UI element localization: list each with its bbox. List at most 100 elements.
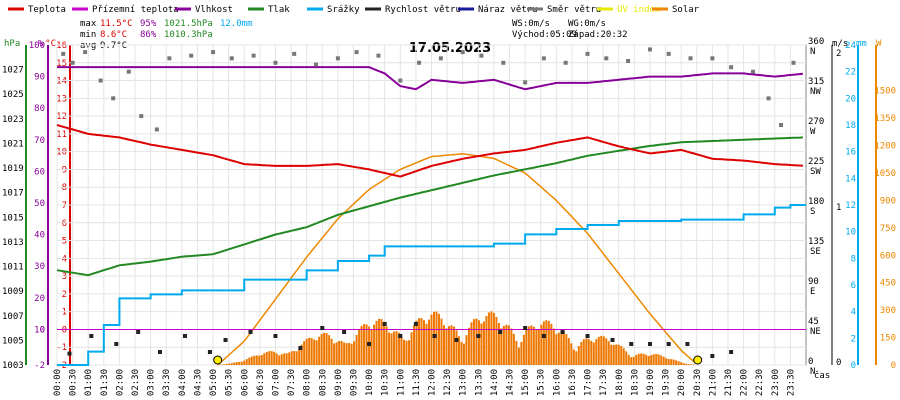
wind-dir-point-34 (710, 56, 715, 61)
axis-unit-2: °C (45, 39, 56, 49)
x-tick-0: 00:00 (53, 369, 63, 396)
wind-dir-point-38 (779, 123, 784, 127)
sun-marker-1 (693, 355, 703, 365)
wind-dir-point-5 (126, 69, 131, 74)
legend: Teplota Přízemní teplota Vlhkost Tlak Srážky… (8, 5, 700, 15)
pressure-tick-12: 1027 (2, 66, 24, 76)
wind-speed-point-20 (498, 330, 503, 334)
x-tick-4: 02:00 (115, 369, 125, 396)
stats-min-hum: 86% (140, 30, 157, 40)
x-tick-1: 00:30 (69, 369, 79, 396)
wind-dir-point-28 (585, 51, 590, 56)
x-tick-31: 15:30 (537, 369, 547, 396)
info-sunrise: Východ:05:09 (512, 30, 577, 40)
wind-speed-point-27 (647, 342, 652, 346)
solar-tick-2: 300 (880, 306, 896, 316)
wind-speed-point-31 (729, 350, 734, 354)
legend-label-6: Náraz větru (478, 5, 538, 15)
x-tick-9: 04:30 (193, 369, 203, 396)
wind-speed-point-24 (585, 334, 590, 338)
x-tick-45: 22:30 (755, 369, 765, 396)
wind-dir-point-29 (604, 56, 609, 61)
temp-tick-6: 4 (62, 254, 67, 264)
humidity-tick-8: 70 (34, 136, 45, 146)
solar-tick-4: 600 (880, 251, 896, 261)
legend-label-2: Vlhkost (195, 5, 233, 15)
pressure-tick-7: 1017 (2, 189, 24, 199)
windspeed-tick-0: 0 (836, 358, 841, 368)
pressure-tick-8: 1019 (2, 164, 24, 174)
x-tick-16: 08:00 (303, 369, 313, 396)
windspeed-tick-1: 1 (836, 203, 841, 213)
wind-dir-point-4 (111, 96, 116, 101)
solar-tick-5: 750 (880, 224, 896, 234)
x-tick-8: 04:00 (178, 369, 188, 396)
axis-unit-1: % (38, 39, 44, 49)
humidity-tick-1: 0 (40, 325, 45, 335)
x-tick-18: 09:00 (334, 369, 344, 396)
x-tick-10: 05:00 (209, 369, 219, 396)
humidity-tick-6: 50 (34, 199, 45, 209)
legend-label-0: Teplota (28, 5, 66, 15)
solar-tick-3: 450 (880, 279, 896, 289)
x-tick-20: 10:00 (365, 369, 375, 396)
wind-dir-point-35 (729, 65, 734, 70)
wind-dir-point-25 (523, 80, 528, 85)
wind-speed-point-26 (629, 342, 634, 346)
info-wg: WG:0m/s (568, 19, 606, 29)
wind-dir-point-9 (189, 53, 194, 58)
rain-tick-6: 12 (845, 201, 856, 211)
wind-speed-point-19 (476, 334, 481, 338)
wind-dir-point-14 (292, 51, 297, 56)
wind-dir-point-8 (167, 56, 172, 61)
wind-dir-point-12 (251, 53, 256, 58)
x-tick-37: 18:30 (630, 369, 640, 396)
wind-dir-point-32 (666, 51, 671, 56)
wind-dir-point-20 (417, 60, 422, 65)
wind-speed-point-29 (685, 342, 690, 346)
rain-tick-11: 22 (845, 68, 856, 78)
winddir-tick-2: 90 (808, 277, 819, 287)
temperature-line (56, 124, 803, 178)
wind-dir-point-21 (438, 56, 443, 61)
x-tick-22: 11:00 (396, 369, 406, 396)
winddir-label-2: E (810, 287, 815, 297)
rain-tick-5: 10 (845, 228, 856, 238)
temp-tick-1: -1 (56, 343, 67, 353)
wind-dir-point-24 (501, 60, 506, 65)
stats-max-rain: 12.0mm (220, 19, 253, 29)
stats-min-label: min (80, 30, 96, 40)
wind-speed-point-3 (136, 330, 141, 334)
pressure-tick-0: 1003 (2, 361, 24, 371)
humidity-tick-11: 100 (29, 41, 45, 51)
rain-tick-0: 0 (851, 361, 856, 371)
x-tick-33: 16:30 (568, 369, 578, 396)
axis-unit-5: W (876, 39, 882, 49)
windspeed-tick-2: 2 (836, 49, 841, 59)
x-tick-44: 22:00 (740, 369, 750, 396)
rain-tick-2: 4 (851, 308, 856, 318)
sun-marker-0 (213, 355, 223, 365)
solar-line (217, 153, 696, 366)
wind-speed-point-15 (398, 334, 403, 338)
x-tick-25: 12:30 (443, 369, 453, 396)
solar-tick-0: 0 (891, 361, 896, 371)
wind-dir-point-7 (154, 127, 159, 132)
x-tick-43: 21:30 (724, 369, 734, 396)
pressure-tick-3: 1009 (2, 287, 24, 297)
solar-tick-7: 1050 (874, 169, 896, 179)
wind-speed-point-28 (666, 342, 671, 346)
winddir-tick-7: 315 (808, 77, 824, 87)
winddir-label-5: SW (810, 167, 821, 177)
wind-dir-point-22 (460, 50, 465, 55)
wind-dir-point-3 (98, 78, 103, 83)
stats-block: max 11.5°C 95% 1021.5hPa 12.0mm min 8.6°… (80, 19, 253, 51)
x-tick-5: 02:30 (131, 369, 141, 396)
rain-tick-3: 6 (851, 281, 856, 291)
wind-speed-point-12 (342, 330, 347, 334)
stats-max-label: max (80, 19, 97, 29)
plot-area (56, 47, 806, 366)
solar-tick-9: 1350 (874, 114, 896, 124)
x-tick-30: 15:00 (521, 369, 531, 396)
wind-speed-point-9 (273, 334, 278, 338)
